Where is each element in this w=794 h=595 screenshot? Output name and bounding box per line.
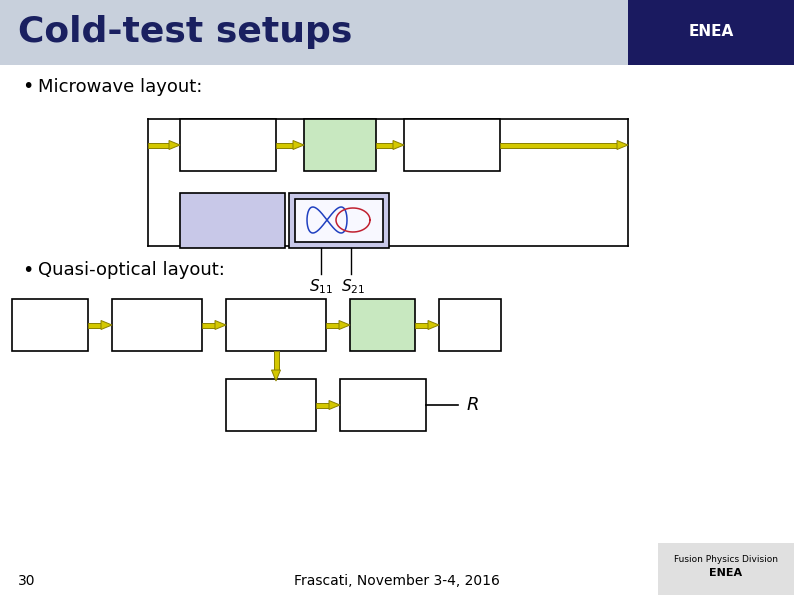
Text: •: • <box>22 261 33 280</box>
Text: $S_{21}$: $S_{21}$ <box>341 277 365 296</box>
Bar <box>226 299 326 351</box>
Text: converters: converters <box>195 148 261 161</box>
Polygon shape <box>428 321 439 330</box>
Bar <box>226 379 316 431</box>
Bar <box>376 142 393 148</box>
Polygon shape <box>617 140 628 149</box>
Text: detector: detector <box>353 398 412 412</box>
Polygon shape <box>393 140 404 149</box>
Bar <box>439 299 501 351</box>
Bar <box>12 299 88 351</box>
Bar <box>88 322 101 327</box>
Bar <box>415 322 428 327</box>
Text: Cold-test setups: Cold-test setups <box>18 15 353 49</box>
Text: converters: converters <box>124 327 191 340</box>
Text: ENEA: ENEA <box>688 24 734 39</box>
Bar <box>628 0 794 65</box>
Bar <box>0 0 794 65</box>
Text: 220-330: 220-330 <box>24 309 76 322</box>
Bar <box>289 193 389 248</box>
Text: GHz source: GHz source <box>14 327 86 340</box>
Text: Frascati, November 3-4, 2016: Frascati, November 3-4, 2016 <box>294 574 500 588</box>
Polygon shape <box>293 140 304 149</box>
Bar <box>350 299 415 351</box>
Text: Quasi-optical layout:: Quasi-optical layout: <box>38 261 225 279</box>
Bar <box>273 351 279 370</box>
Text: DUT: DUT <box>321 136 360 154</box>
Bar <box>112 299 202 351</box>
Text: DUT: DUT <box>363 316 402 334</box>
Bar <box>316 402 329 408</box>
Bar <box>340 379 426 431</box>
Polygon shape <box>339 321 350 330</box>
Text: QO prop. &: QO prop. & <box>241 309 311 322</box>
Bar <box>295 199 383 242</box>
Bar <box>180 119 276 171</box>
Text: converters: converters <box>418 130 485 142</box>
Text: Fusion Physics Division: Fusion Physics Division <box>674 555 778 563</box>
Polygon shape <box>329 400 340 409</box>
Text: 30: 30 <box>18 574 36 588</box>
Polygon shape <box>169 140 180 149</box>
Bar <box>276 142 293 148</box>
Text: load: load <box>455 318 485 332</box>
Bar <box>404 119 500 171</box>
Text: converters: converters <box>237 408 305 421</box>
Bar <box>202 322 215 327</box>
Text: + adapters: + adapters <box>417 148 488 161</box>
Bar <box>304 119 376 171</box>
Text: adapters +: adapters + <box>236 390 306 402</box>
Polygon shape <box>101 321 112 330</box>
Text: network: network <box>207 205 258 218</box>
Text: adapters +: adapters + <box>193 130 263 142</box>
Polygon shape <box>272 370 280 381</box>
Text: $S_{11}$: $S_{11}$ <box>309 277 333 296</box>
Text: $R$: $R$ <box>466 396 479 414</box>
Text: beam splitter: beam splitter <box>234 327 318 340</box>
Text: adapters +: adapters + <box>121 309 192 322</box>
Text: •: • <box>22 77 33 96</box>
Text: analyser: analyser <box>206 223 260 236</box>
Bar <box>658 543 794 595</box>
Text: ENEA: ENEA <box>709 568 742 578</box>
Bar <box>148 142 169 148</box>
Text: Microwave layout:: Microwave layout: <box>38 78 202 96</box>
Bar <box>180 193 285 248</box>
Bar <box>326 322 339 327</box>
Polygon shape <box>215 321 226 330</box>
Bar <box>500 142 617 148</box>
